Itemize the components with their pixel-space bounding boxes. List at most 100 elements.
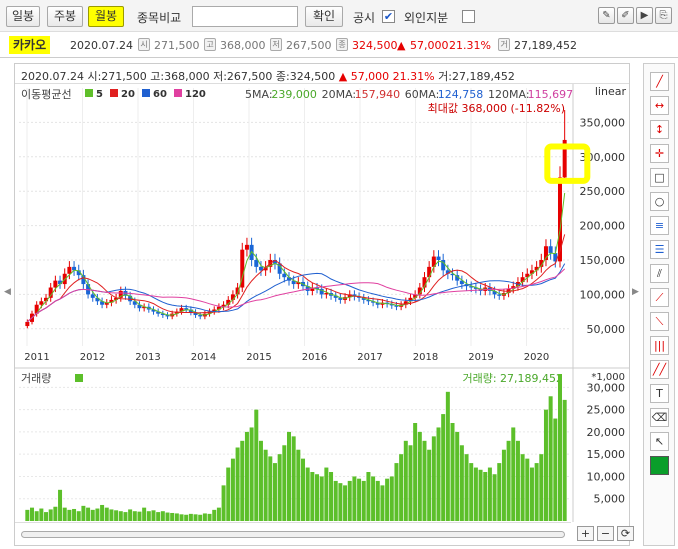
ma120-line: [26, 268, 566, 323]
refresh-button[interactable]: ⟳: [617, 526, 634, 541]
ma20-line: [26, 234, 566, 323]
chart-canvas[interactable]: 50,000 100,000 150,000 200,000 250,000 300,00…: [15, 84, 629, 522]
volume-bar: [254, 409, 259, 521]
candle-body: [58, 280, 63, 285]
text-lines-icon[interactable]: ≡: [650, 216, 669, 235]
candle-body: [114, 297, 119, 300]
scroll-right-icon[interactable]: ▶: [632, 287, 639, 297]
candle-body: [511, 286, 516, 289]
volume-tick-label: 30,000: [587, 381, 626, 394]
tab-monthly[interactable]: 월봉: [88, 6, 124, 27]
year-tick-label: 2014: [191, 352, 216, 363]
volume-bar: [553, 418, 558, 521]
high-tag: 고: [204, 38, 216, 51]
volume-bar: [142, 507, 147, 521]
volume-bar: [95, 508, 100, 521]
max-value-label: 최대값 368,000 (-11.82%): [428, 102, 565, 115]
crosshair-icon[interactable]: ✛: [650, 144, 669, 163]
candle-body: [132, 301, 137, 305]
horizontal-line-icon[interactable]: ↔: [650, 96, 669, 115]
volume-bar: [478, 469, 483, 521]
volume-tick-label: 10,000: [587, 470, 626, 483]
volume-bar: [487, 467, 492, 521]
speed-line-icon[interactable]: ⟍: [650, 312, 669, 331]
volume-bar: [301, 458, 306, 521]
volume-bar: [296, 449, 301, 521]
volume-bar: [86, 507, 91, 521]
volume-bar: [450, 423, 455, 521]
gann-icon[interactable]: |||: [650, 336, 669, 355]
disclosure-checkbox[interactable]: ✔: [382, 10, 395, 23]
candle-body: [100, 301, 105, 305]
year-tick-label: 2019: [468, 352, 493, 363]
rectangle-icon[interactable]: □: [650, 168, 669, 187]
edit-icon[interactable]: ✐: [617, 7, 634, 24]
eraser-icon[interactable]: ⌫: [650, 408, 669, 427]
volume-bar: [436, 427, 441, 521]
volume-bar: [315, 474, 320, 521]
candle-body: [104, 302, 109, 305]
year-tick-label: 2016: [302, 352, 327, 363]
candle-body: [315, 287, 320, 289]
zoom-in-button[interactable]: +: [577, 526, 594, 541]
ma-value: 239,000: [271, 88, 317, 101]
trendline-icon[interactable]: ╱: [650, 72, 669, 91]
volume-bar: [548, 396, 553, 521]
year-tick-label: 2020: [524, 352, 549, 363]
vertical-line-icon[interactable]: ↕: [650, 120, 669, 139]
price-tick-label: 100,000: [580, 288, 626, 301]
candle-body: [305, 286, 310, 291]
candle-body: [539, 260, 544, 267]
volume-bar: [562, 399, 567, 521]
tab-daily[interactable]: 일봉: [6, 6, 40, 27]
close-tag: 종: [336, 38, 348, 51]
scrollbar-thumb[interactable]: [21, 531, 565, 538]
pointer-icon[interactable]: ↖: [650, 432, 669, 451]
tool-icon[interactable]: ✎: [598, 7, 615, 24]
chart-scrollbar[interactable]: [15, 522, 571, 545]
volume-bar: [431, 436, 436, 521]
volume-title: 거래량: [21, 372, 51, 385]
volume-bar: [240, 440, 245, 521]
candle-body: [525, 273, 530, 278]
candle-body: [422, 277, 427, 288]
circle-icon[interactable]: ○: [650, 192, 669, 211]
candle-body: [67, 266, 72, 274]
confirm-button[interactable]: 확인: [305, 6, 343, 27]
foreign-checkbox[interactable]: [462, 10, 475, 23]
export-icon[interactable]: ⎘: [655, 7, 672, 24]
stock-info-bar: 카카오 2020.07.24 시 271,500 고 368,000 저 267…: [0, 33, 678, 58]
candle-body: [226, 299, 231, 305]
fibonacci-icon[interactable]: ☰: [650, 240, 669, 259]
volume-bar: [399, 454, 404, 521]
ma-legend-swatch: [110, 89, 118, 97]
tab-weekly[interactable]: 주봉: [47, 6, 83, 27]
compare-input[interactable]: [192, 6, 298, 27]
volume-bar: [235, 447, 240, 521]
candle-body: [151, 309, 156, 312]
volume-bar: [413, 423, 418, 521]
color-picker-icon[interactable]: [650, 456, 669, 475]
volume-bar: [497, 463, 502, 521]
volume-bar: [469, 463, 474, 521]
play-icon[interactable]: ▶: [636, 7, 653, 24]
candle-body: [520, 277, 525, 283]
candle-body: [445, 270, 450, 274]
fan-icon[interactable]: ⟋: [650, 288, 669, 307]
volume-bar: [286, 431, 291, 521]
info-close: 324,500: [352, 39, 398, 52]
channel-icon[interactable]: ⫽: [650, 264, 669, 283]
ma-value: 124,758: [438, 88, 484, 101]
candle-body: [258, 266, 263, 271]
candle-body: [375, 302, 380, 305]
arc-icon[interactable]: ╱╱: [650, 360, 669, 379]
candle-body: [413, 294, 418, 298]
candle-body: [319, 288, 324, 295]
zoom-out-button[interactable]: −: [597, 526, 614, 541]
candle-body: [277, 263, 282, 274]
text-icon[interactable]: T: [650, 384, 669, 403]
candle-body: [254, 260, 259, 267]
candle-body: [455, 275, 460, 281]
scroll-left-icon[interactable]: ◀: [4, 287, 11, 297]
candle-body: [198, 315, 203, 317]
